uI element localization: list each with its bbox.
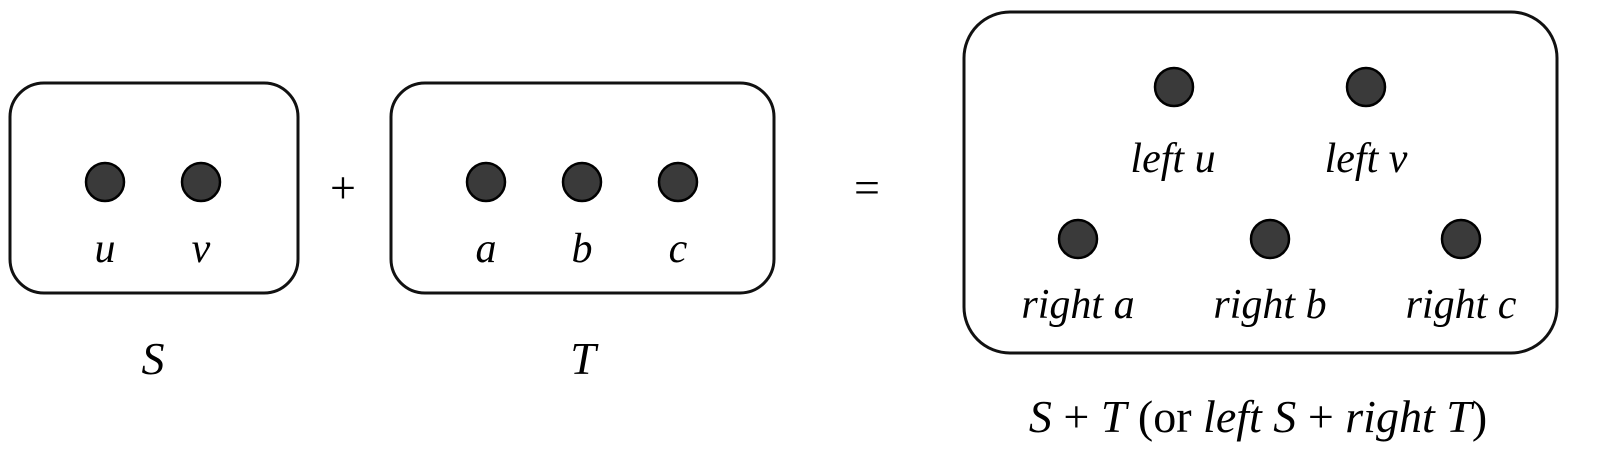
set-sum-box xyxy=(962,10,1559,355)
sum-left-u-label: left u xyxy=(1130,136,1215,182)
set-s: u v S xyxy=(8,81,300,384)
sum-right-b-label: right b xyxy=(1213,282,1326,328)
sum-caption-s: S xyxy=(1029,391,1052,442)
set-s-element-v-label: v xyxy=(192,226,211,272)
sum-right-b-dot xyxy=(1249,218,1291,260)
set-s-caption: S xyxy=(142,333,165,384)
equals-operator: = xyxy=(854,162,880,213)
sum-right-c-dot xyxy=(1440,218,1482,260)
sum-caption-left-s: left S xyxy=(1203,391,1296,442)
sum-caption-plus2: + xyxy=(1308,391,1334,442)
sum-right-a-label: right a xyxy=(1021,282,1134,328)
set-t-element-a-label: a xyxy=(476,226,497,272)
set-sum-caption: S + T (or left S + right T) xyxy=(1029,391,1487,442)
set-sum: left u left v right a right b right c S … xyxy=(962,10,1559,442)
sum-caption-close: ) xyxy=(1472,391,1487,442)
set-t-caption: T xyxy=(570,333,599,384)
plus-operator: + xyxy=(330,162,356,213)
sum-caption-open: (or xyxy=(1138,391,1192,442)
sum-caption-plus1: + xyxy=(1063,391,1089,442)
sum-right-c-label: right c xyxy=(1406,282,1517,328)
sum-caption-right-t: right T xyxy=(1345,391,1475,442)
sum-left-v-dot xyxy=(1345,66,1387,108)
set-s-element-u-dot xyxy=(84,161,126,203)
sum-left-u-dot xyxy=(1153,66,1195,108)
set-t: a b c T xyxy=(389,81,776,384)
set-t-element-a-dot xyxy=(465,161,507,203)
set-t-element-b-label: b xyxy=(572,226,593,272)
set-t-element-c-label: c xyxy=(669,226,688,272)
set-s-box xyxy=(8,81,300,295)
set-t-element-c-dot xyxy=(657,161,699,203)
set-s-element-v-dot xyxy=(180,161,222,203)
set-t-element-b-dot xyxy=(561,161,603,203)
sum-left-v-label: left v xyxy=(1325,136,1408,182)
sum-caption-t: T xyxy=(1101,391,1130,442)
set-s-element-u-label: u xyxy=(95,226,116,272)
sum-right-a-dot xyxy=(1057,218,1099,260)
